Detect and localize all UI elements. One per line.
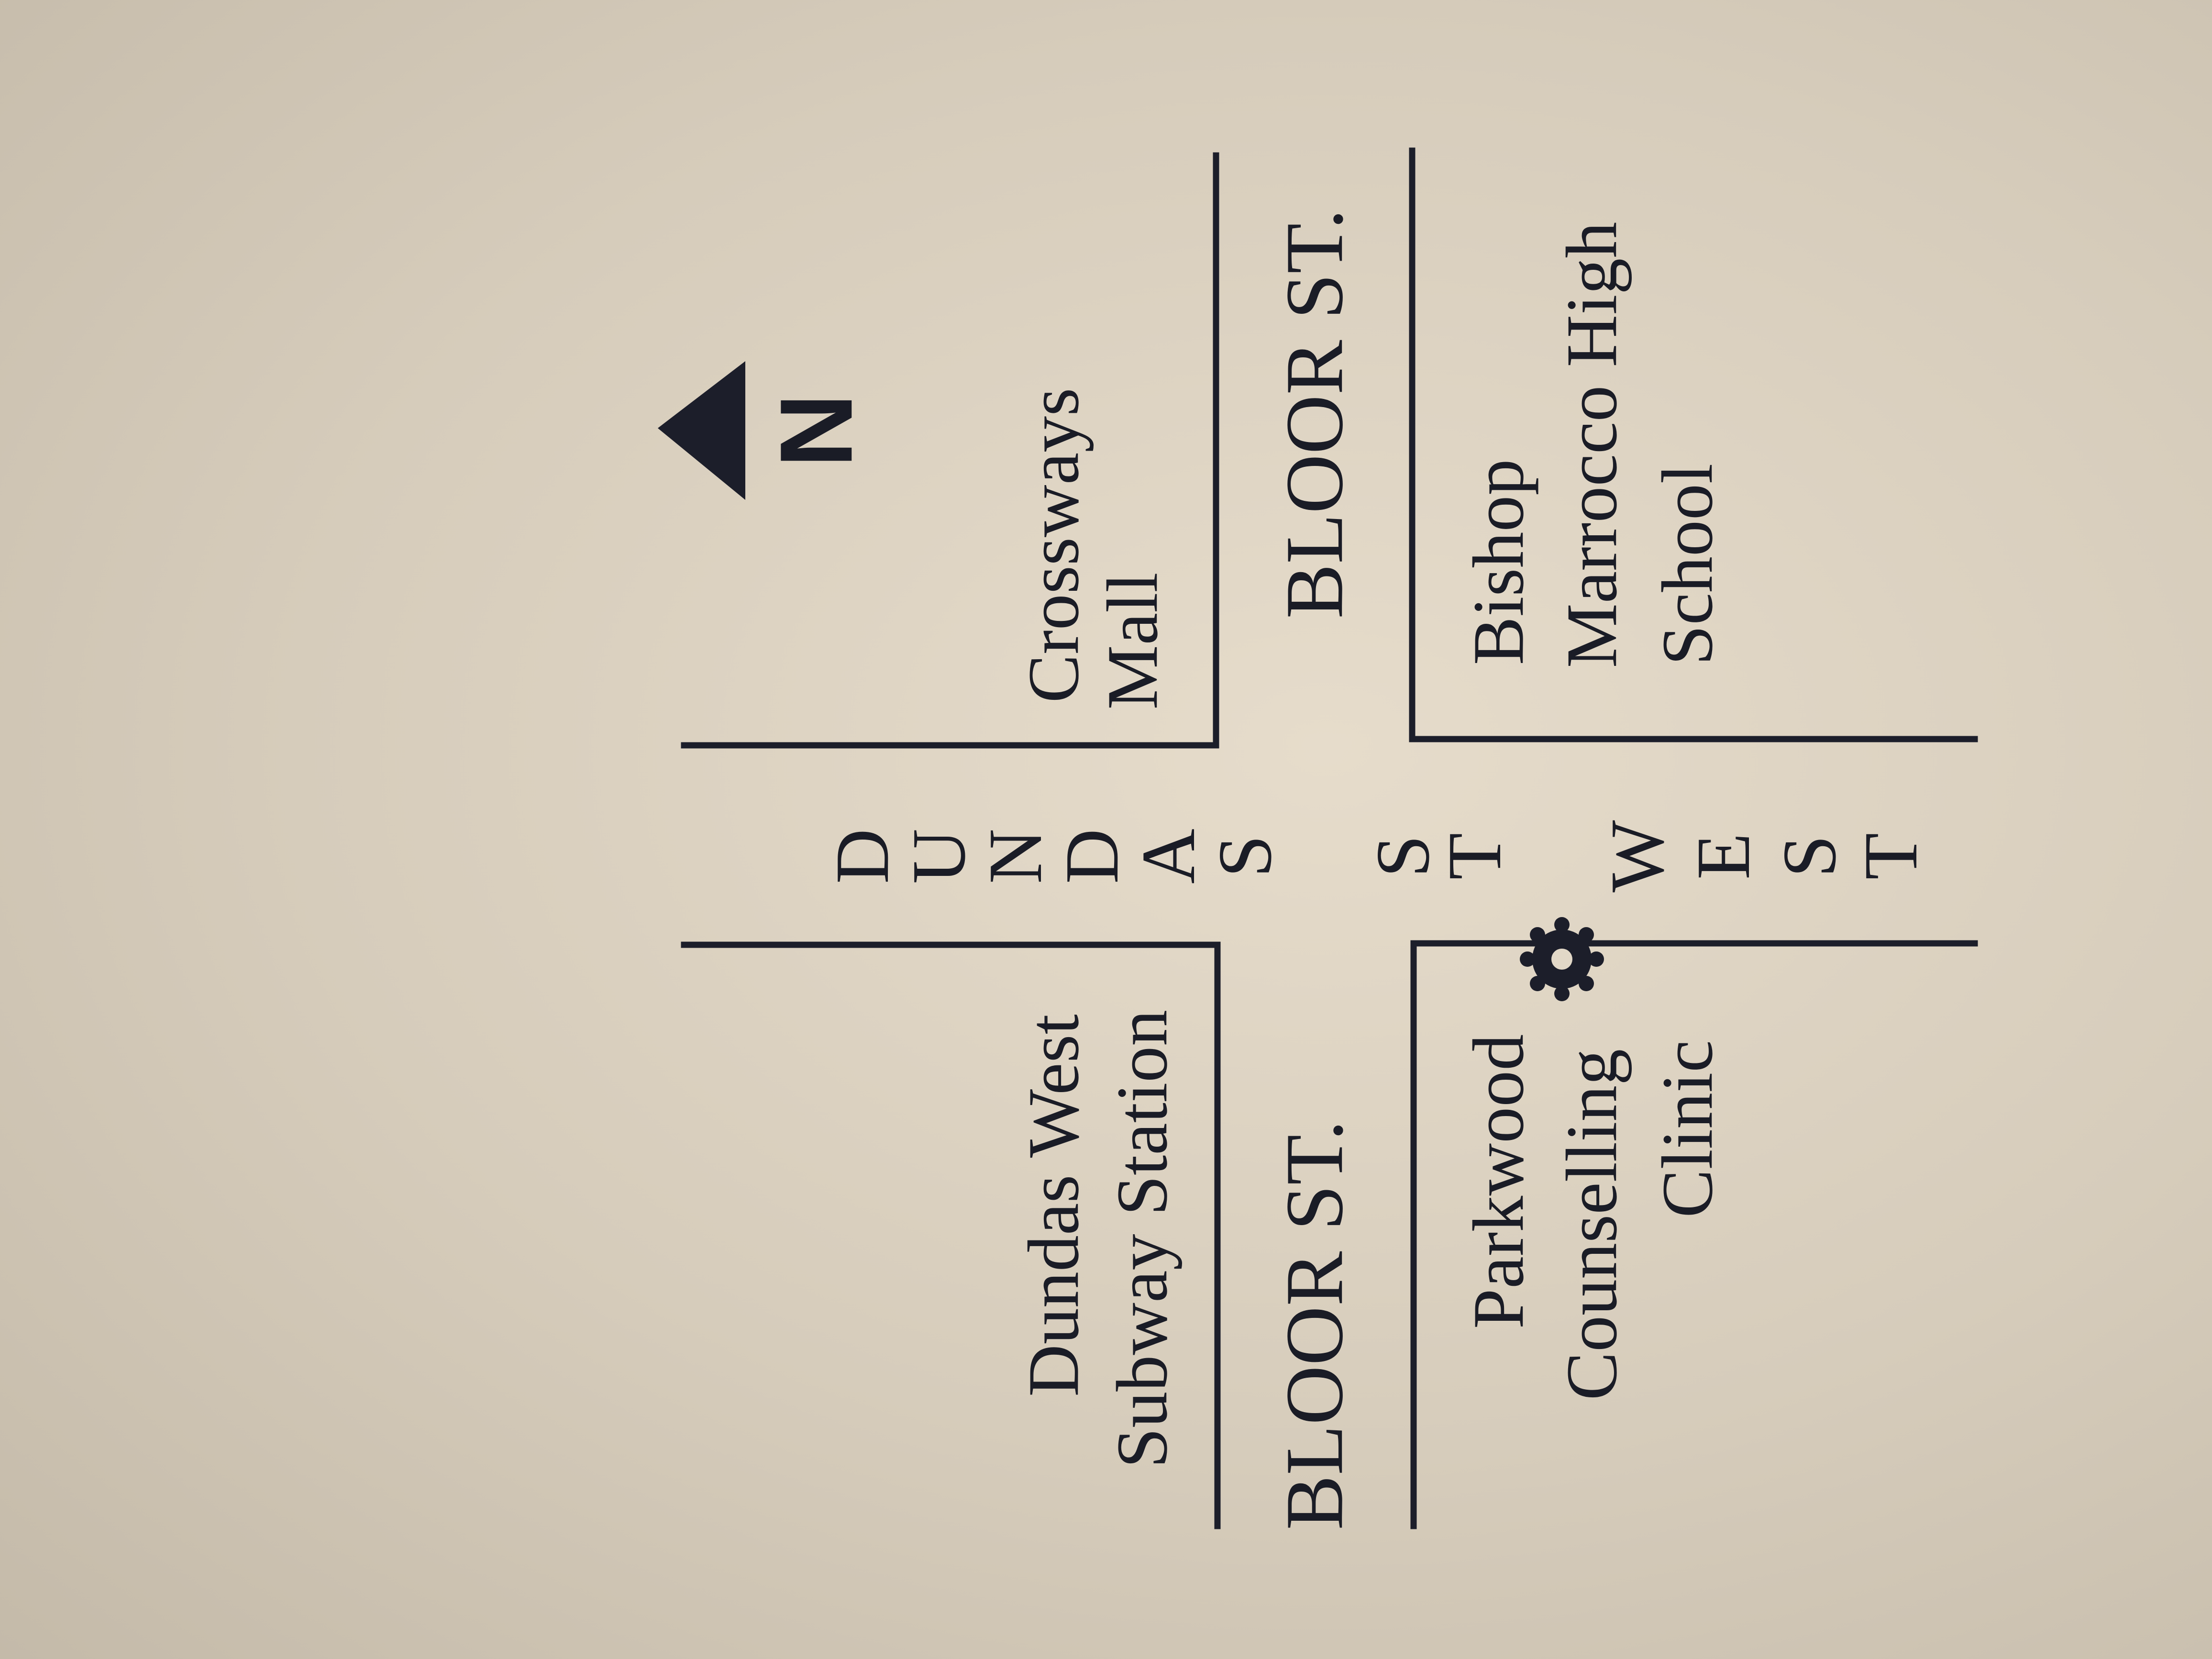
street-label-dundas-st-west: D U N D A S S T W E S T — [819, 820, 1933, 892]
street-label-bloor-east: BLOOR ST. — [1269, 209, 1360, 619]
place-label-parkwood-clinic: Parkwood Counselling Clinic — [1458, 1034, 1727, 1401]
north-arrow-icon: N — [658, 361, 874, 500]
place-label-line: Counselling — [1551, 1049, 1632, 1401]
place-label-bishop-marrocco: Bishop Marrocco High School — [1458, 222, 1727, 668]
st-letter: S — [1360, 835, 1445, 878]
place-label-line: Bishop — [1458, 459, 1538, 665]
dundas-letter: S — [1202, 835, 1287, 878]
location-marker-icon — [1520, 917, 1604, 1001]
road-edge-se — [1409, 147, 1978, 742]
dundas-letter: N — [973, 829, 1058, 884]
place-label-crossways-mall: Crossways Mall — [1013, 388, 1172, 710]
north-letter: N — [758, 393, 874, 467]
dundas-letter: U — [896, 829, 981, 884]
dundas-letter: D — [819, 829, 905, 884]
dundas-letter: D — [1049, 829, 1134, 884]
place-label-line: Crossways — [1013, 388, 1094, 703]
street-label-bloor-west: BLOOR ST. — [1269, 1120, 1360, 1530]
place-label-line: Marrocco High — [1551, 222, 1632, 668]
west-letter: W — [1594, 820, 1680, 892]
dundas-letter: A — [1126, 829, 1211, 884]
place-label-line: Subway Station — [1102, 1010, 1182, 1468]
west-letter: S — [1767, 835, 1852, 878]
road-edge-nw — [681, 941, 1221, 1529]
place-label-line: Parkwood — [1458, 1034, 1538, 1329]
place-label-line: Dundas West — [1013, 1014, 1094, 1397]
road-lines — [681, 147, 1978, 1529]
west-letter: E — [1681, 833, 1766, 880]
place-label-line: Mall — [1092, 572, 1172, 709]
place-label-dundas-west-station: Dundas West Subway Station — [1013, 1010, 1182, 1468]
road-edge-ne — [681, 152, 1219, 749]
st-letter: T — [1432, 833, 1517, 880]
place-label-line: School — [1647, 464, 1727, 665]
north-arrow-triangle — [658, 361, 745, 500]
west-letter: T — [1848, 833, 1933, 880]
place-label-line: Clinic — [1647, 1040, 1727, 1218]
road-edge-sw — [1410, 940, 1978, 1529]
